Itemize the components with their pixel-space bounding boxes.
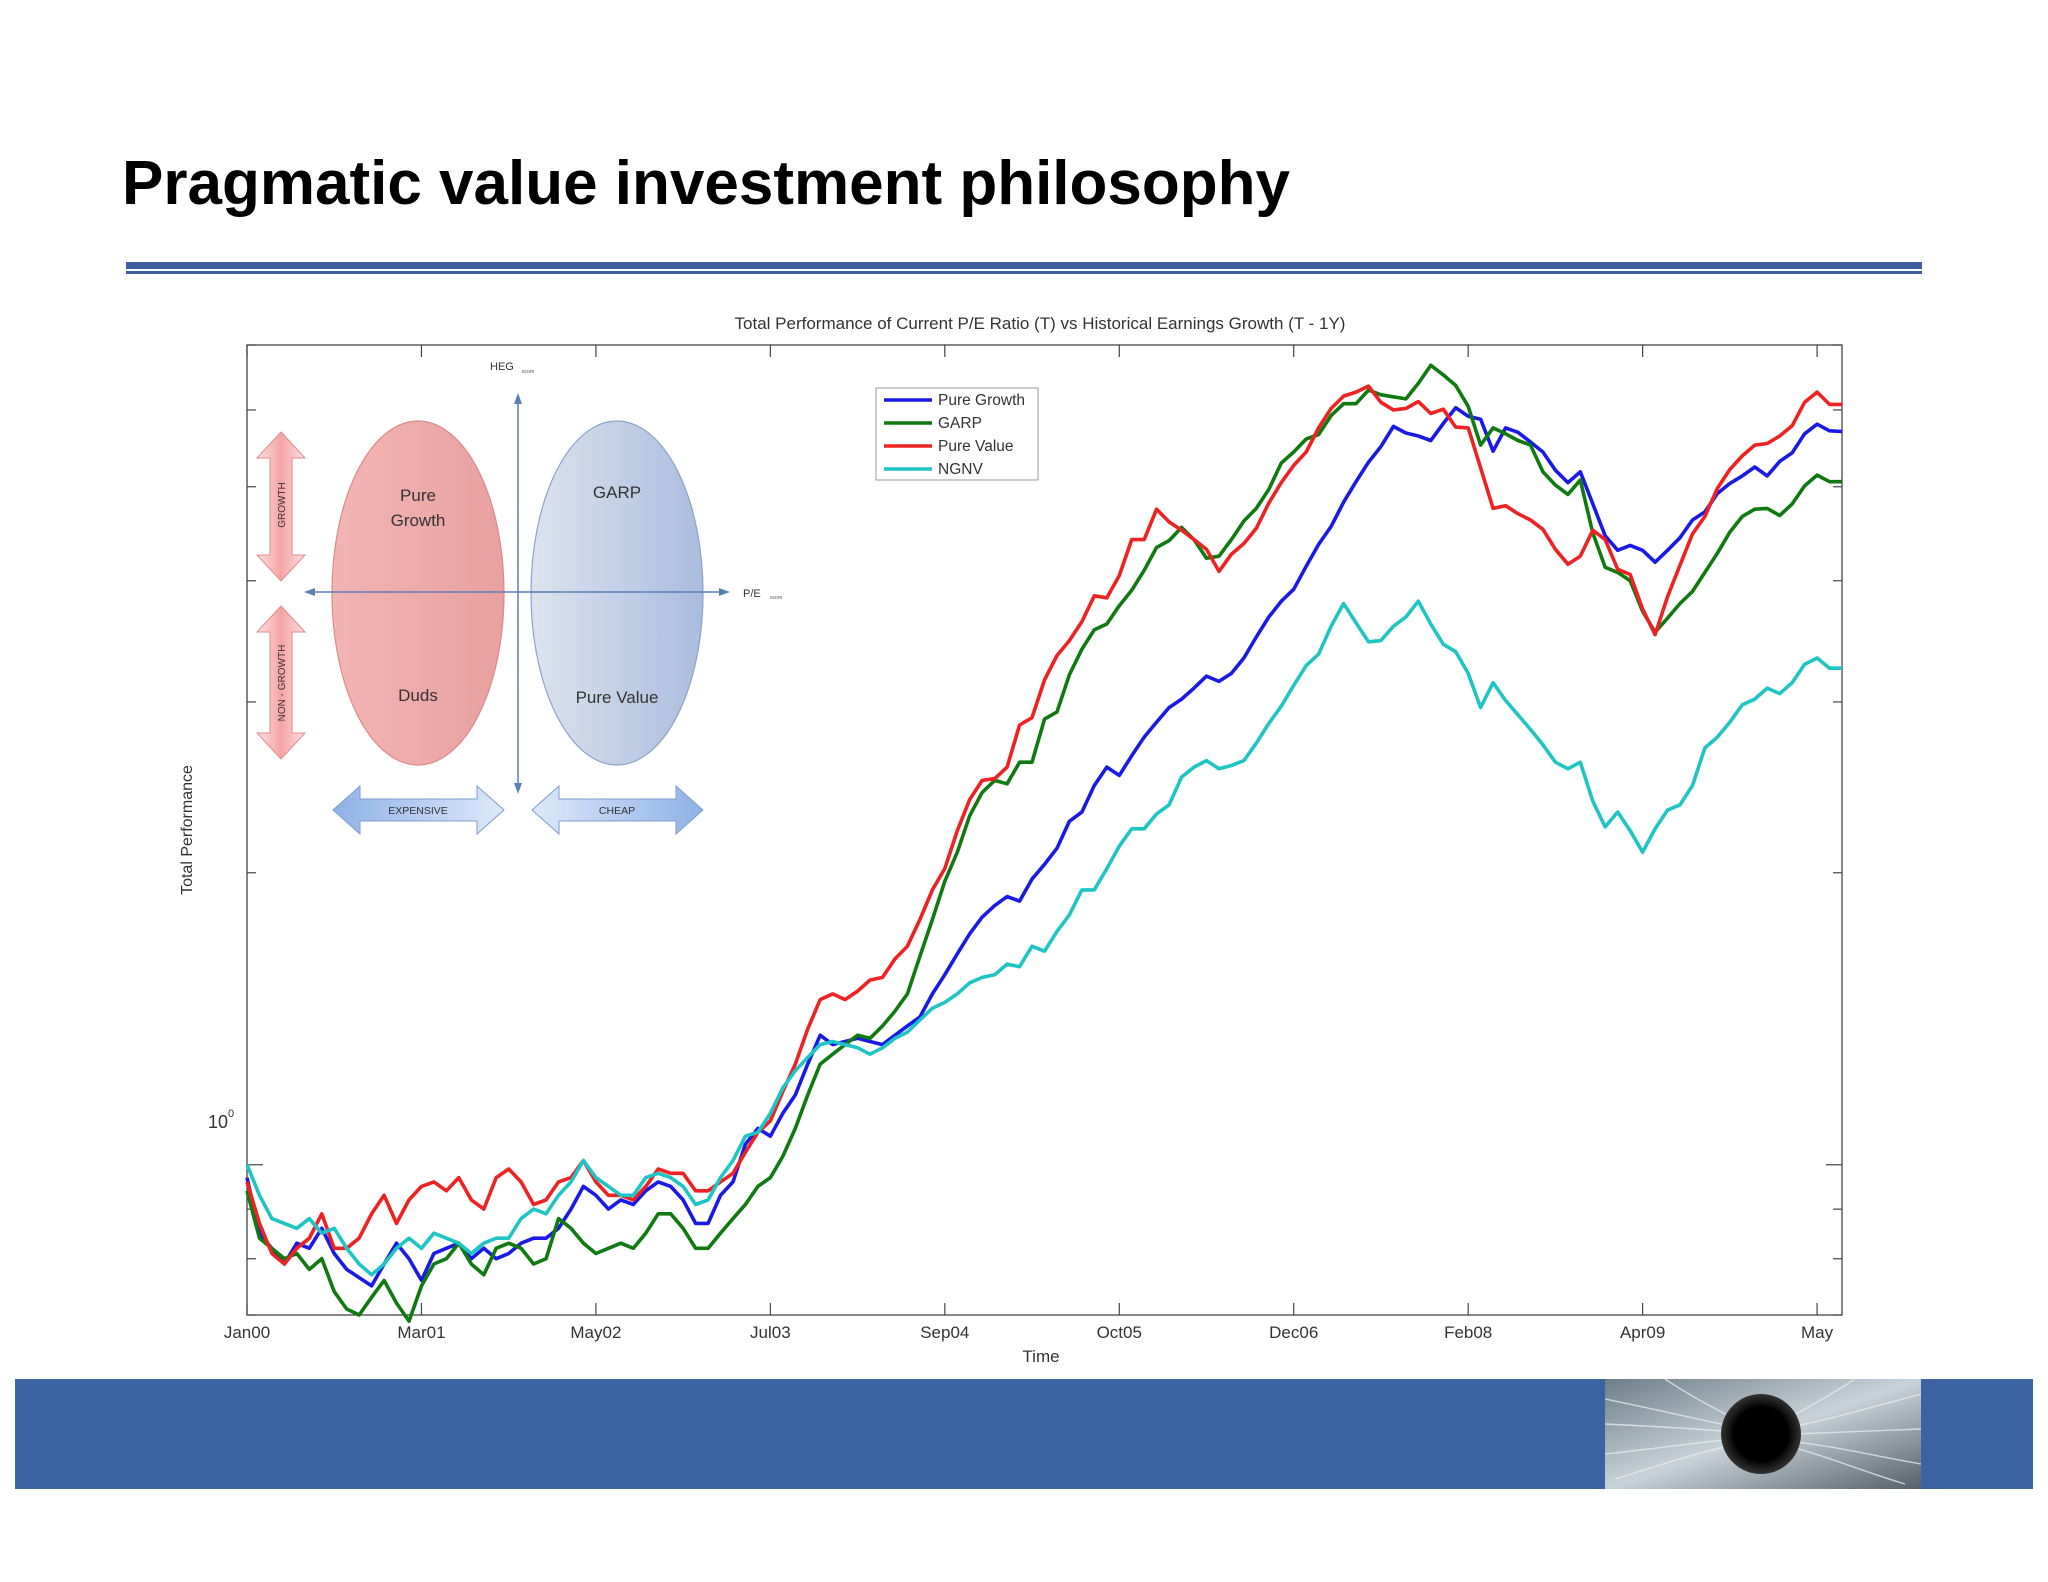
legend-label: Pure Value — [938, 438, 1014, 455]
inset-diagram: HEG score P/E score Pure Growth GARP Dud… — [255, 361, 782, 836]
pure-value-quadrant-label: Pure Value — [576, 688, 659, 707]
x-tick-label: Apr09 — [1620, 1323, 1665, 1342]
plot-frame — [246, 344, 1843, 1316]
x-tick-label: May — [1801, 1323, 1834, 1342]
x-tick-label: Feb08 — [1444, 1323, 1492, 1342]
legend: Pure Growth GARP Pure Value NGNV — [875, 387, 1039, 481]
cheap-arrow-icon — [531, 784, 704, 836]
expensive-arrow-label: EXPENSIVE — [388, 805, 448, 817]
expensive-arrow-icon — [332, 784, 505, 836]
axis-ticks — [246, 344, 1842, 1316]
growth-arrow-label: GROWTH — [277, 482, 288, 528]
pe-axis-label: P/E — [743, 588, 761, 600]
x-tick-labels: Jan00 Mar01 May02 Jul03 Sep04 Oct05 Dec06 Feb08… — [224, 1323, 1834, 1342]
non-growth-arrow-icon — [255, 605, 307, 760]
duds-quadrant-label: Duds — [398, 686, 438, 705]
y-tick-label: 10 — [208, 1112, 228, 1132]
series-line-ngnv — [245, 599, 1842, 1277]
x-axis-label: Time — [1022, 1347, 1059, 1366]
y-tick-label-exponent: 0 — [228, 1108, 234, 1120]
series-line-pure-value — [245, 384, 1842, 1266]
x-tick-label: Sep04 — [920, 1323, 969, 1342]
pe-axis-arrow-left-icon — [304, 588, 315, 596]
heg-axis-subscript: score — [522, 369, 534, 375]
heg-axis-arrow-up-icon — [514, 393, 522, 404]
x-tick-label: Oct05 — [1097, 1323, 1142, 1342]
series-line-pure-growth — [245, 405, 1843, 1288]
pe-axis-arrow-right-icon — [719, 588, 730, 596]
pure-growth-label-line1: Pure — [400, 486, 436, 505]
x-tick-label: Mar01 — [397, 1323, 445, 1342]
slide-title: Pragmatic value investment philosophy — [122, 149, 1290, 218]
chart-title: Total Performance of Current P/E Ratio (… — [735, 314, 1346, 333]
heg-axis-label: HEG — [490, 361, 514, 373]
pure-growth-label-line2: Growth — [391, 511, 446, 530]
x-tick-label: Jul03 — [750, 1323, 791, 1342]
legend-label: GARP — [938, 415, 982, 432]
cheap-arrow-label: CHEAP — [599, 805, 635, 817]
series-line-garp — [245, 363, 1842, 1323]
growth-arrow-icon — [255, 431, 307, 582]
x-tick-label: May02 — [570, 1323, 621, 1342]
x-tick-label: Jan00 — [224, 1323, 270, 1342]
legend-label: Pure Growth — [938, 392, 1025, 409]
legend-box — [875, 387, 1039, 481]
pure-growth-quadrant-oval — [331, 420, 505, 766]
legend-entries: Pure Growth GARP Pure Value NGNV — [884, 392, 1025, 478]
y-axis-label: Total Performance — [179, 765, 196, 895]
title-rule-thin — [126, 271, 1922, 274]
x-tick-label: Dec06 — [1269, 1323, 1318, 1342]
garp-quadrant-label: GARP — [593, 483, 641, 502]
non-growth-arrow-label: NON - GROWTH — [277, 645, 288, 722]
title-rule — [126, 262, 1922, 269]
legend-label: NGNV — [938, 461, 983, 478]
pe-axis-subscript: score — [770, 595, 782, 601]
y-tick-label-group: 10 0 — [208, 1108, 234, 1132]
series-lines — [245, 363, 1843, 1323]
heg-axis-arrow-down-icon — [514, 783, 522, 794]
eye-iris-image — [1605, 1379, 1921, 1489]
garp-quadrant-oval — [530, 420, 704, 766]
